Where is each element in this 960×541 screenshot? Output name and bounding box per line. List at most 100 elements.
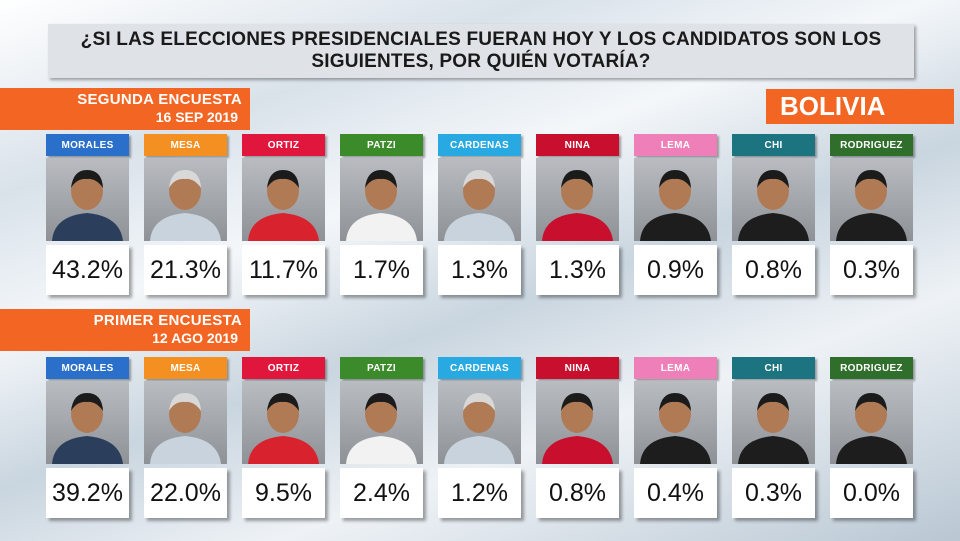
head-shape [169,395,201,433]
candidate-photo [46,381,129,464]
title-box: ¿SI LAS ELECCIONES PRESIDENCIALES FUERAN… [48,24,914,78]
candidate-card-morales: MORALES 39.2% [46,357,129,519]
hair-shape [561,393,593,411]
torso-shape [444,213,515,241]
candidate-card-morales: MORALES 43.2% [46,134,129,296]
person-silhouette-icon [542,393,613,464]
candidate-name-label: MORALES [46,357,129,379]
head-shape [71,395,103,433]
candidate-card-patzi: PATZI 2.4% [340,357,423,519]
candidate-name-label: NINA [536,357,619,379]
torso-shape [738,213,809,241]
vote-percentage: 21.3% [144,245,227,295]
candidate-photo [340,158,423,241]
person-silhouette-icon [542,170,613,241]
survey-tag-first: PRIMER ENCUESTA 12 AGO 2019 [0,309,250,351]
torso-shape [738,436,809,464]
hair-shape [659,170,691,188]
head-shape [365,395,397,433]
chart-title: ¿SI LAS ELECCIONES PRESIDENCIALES FUERAN… [80,29,882,72]
survey-name: PRIMER ENCUESTA [93,312,242,329]
candidate-photo [242,158,325,241]
candidate-card-mesa: MESA 22.0% [144,357,227,519]
hair-shape [855,393,887,411]
head-shape [463,395,495,433]
candidate-card-mesa: MESA 21.3% [144,134,227,296]
vote-percentage: 1.3% [536,245,619,295]
candidate-photo [830,158,913,241]
candidate-name-label: CARDENAS [438,134,521,156]
candidate-name-label: CARDENAS [438,357,521,379]
hair-shape [267,393,299,411]
head-shape [169,172,201,210]
head-shape [365,172,397,210]
person-silhouette-icon [248,393,319,464]
person-silhouette-icon [738,393,809,464]
candidate-photo [438,158,521,241]
candidate-name-label: MESA [144,357,227,379]
candidate-photo [634,381,717,464]
candidate-photo [242,381,325,464]
country-label: BOLIVIA [766,89,954,124]
torso-shape [444,436,515,464]
head-shape [71,172,103,210]
hair-shape [365,393,397,411]
vote-percentage: 0.4% [634,468,717,518]
candidate-card-lema: LEMA 0.4% [634,357,717,519]
candidate-card-nina: NINA 1.3% [536,134,619,296]
head-shape [855,395,887,433]
hair-shape [71,170,103,188]
hair-shape [855,170,887,188]
candidate-name-label: NINA [536,134,619,156]
vote-percentage: 1.3% [438,245,521,295]
head-shape [855,172,887,210]
candidate-name-label: LEMA [634,134,717,156]
vote-percentage: 1.7% [340,245,423,295]
candidate-card-chi: CHI 0.3% [732,357,815,519]
vote-percentage: 0.8% [536,468,619,518]
candidate-photo [438,381,521,464]
hair-shape [71,393,103,411]
candidate-card-nina: NINA 0.8% [536,357,619,519]
head-shape [267,395,299,433]
candidate-name-label: ORTIZ [242,134,325,156]
vote-percentage: 39.2% [46,468,129,518]
candidate-name-label: CHI [732,357,815,379]
candidate-name-label: LEMA [634,357,717,379]
torso-shape [836,213,907,241]
candidate-card-ortiz: ORTIZ 9.5% [242,357,325,519]
head-shape [267,172,299,210]
candidate-card-rodriguez: RODRIGUEZ 0.3% [830,134,913,296]
vote-percentage: 9.5% [242,468,325,518]
hair-shape [463,393,495,411]
candidate-name-label: MORALES [46,134,129,156]
candidate-photo [144,381,227,464]
person-silhouette-icon [444,170,515,241]
person-silhouette-icon [346,170,417,241]
head-shape [757,172,789,210]
vote-percentage: 0.0% [830,468,913,518]
head-shape [659,395,691,433]
torso-shape [150,436,221,464]
candidate-card-ortiz: ORTIZ 11.7% [242,134,325,296]
candidate-name-label: RODRIGUEZ [830,134,913,156]
survey-tag-second: SEGUNDA ENCUESTA 16 SEP 2019 [0,88,250,130]
hair-shape [659,393,691,411]
candidate-name-label: RODRIGUEZ [830,357,913,379]
candidate-photo [144,158,227,241]
vote-percentage: 2.4% [340,468,423,518]
torso-shape [346,436,417,464]
torso-shape [640,436,711,464]
candidate-photo [340,381,423,464]
vote-percentage: 0.3% [732,468,815,518]
candidate-photo [46,158,129,241]
torso-shape [248,213,319,241]
person-silhouette-icon [150,170,221,241]
vote-percentage: 0.9% [634,245,717,295]
candidate-name-label: PATZI [340,357,423,379]
torso-shape [248,436,319,464]
candidate-photo [732,158,815,241]
candidate-photo [634,158,717,241]
candidate-card-cardenas: CARDENAS 1.3% [438,134,521,296]
candidate-card-cardenas: CARDENAS 1.2% [438,357,521,519]
